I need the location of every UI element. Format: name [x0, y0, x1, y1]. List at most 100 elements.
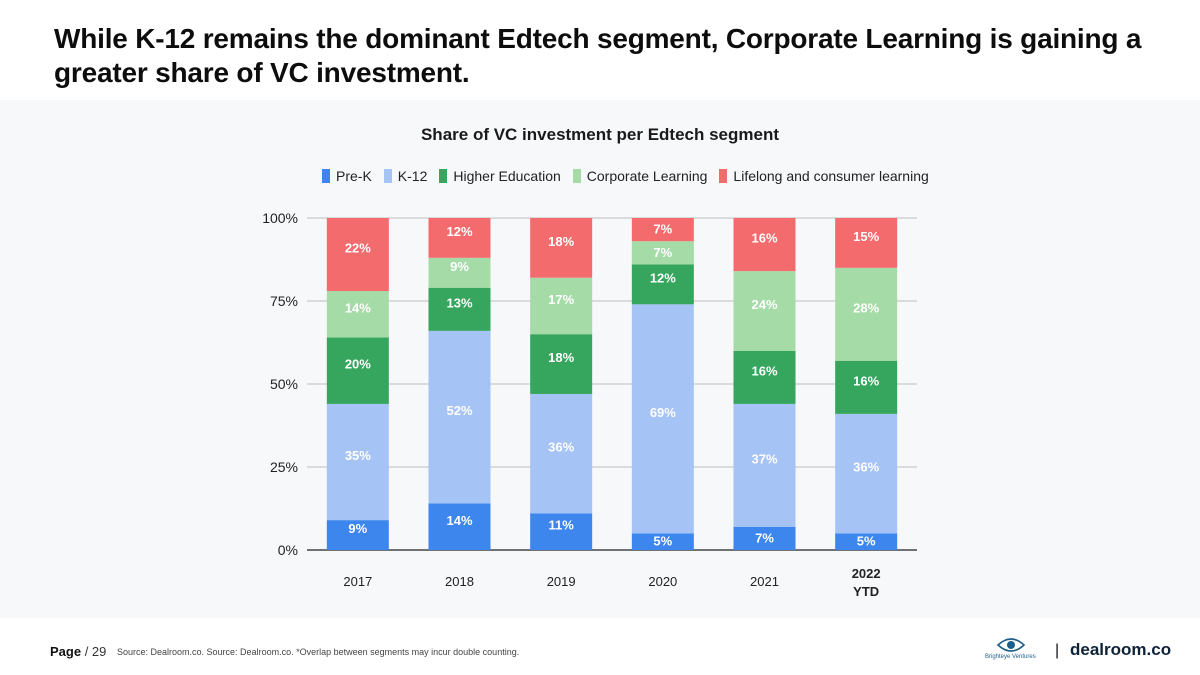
data-label: 11% — [549, 518, 575, 533]
bar-segment — [326, 291, 389, 338]
bar-segment — [631, 218, 694, 242]
bar-segment — [631, 304, 694, 534]
legend-swatch — [383, 169, 392, 183]
bar-segment — [428, 218, 491, 258]
bar-segment — [835, 360, 898, 414]
legend-label: Corporate Learning — [586, 168, 708, 184]
bar-segment — [326, 218, 389, 292]
data-label: 35% — [345, 448, 371, 463]
bar-segment — [326, 403, 389, 521]
data-label: 15% — [853, 229, 879, 244]
data-label: 5% — [857, 534, 876, 549]
data-label: 16% — [751, 363, 777, 378]
x-tick-label: YTD — [853, 584, 879, 599]
bar-segment — [631, 533, 694, 550]
dealroom-logo: dealroom.co — [1070, 640, 1172, 659]
bar-segment — [835, 413, 898, 534]
y-tick-label: 0% — [278, 542, 298, 558]
data-label: 16% — [853, 373, 879, 388]
bar-segment — [530, 277, 593, 335]
data-label: 5% — [653, 534, 672, 549]
legend-swatch — [719, 169, 728, 183]
bar-segment — [835, 533, 898, 550]
chart-title: Share of VC investment per Edtech segmen… — [420, 125, 780, 144]
data-label: 36% — [853, 460, 879, 475]
legend-swatch — [572, 169, 581, 183]
data-label: 37% — [751, 451, 777, 466]
bar-segment — [428, 257, 491, 288]
data-label: 13% — [446, 295, 472, 310]
legend-item-k-12: K-12 — [383, 168, 428, 184]
data-label: 20% — [345, 357, 371, 372]
legend-swatch — [439, 169, 448, 183]
bar-segment — [835, 218, 898, 268]
data-label: 12% — [650, 270, 676, 285]
data-label: 7% — [755, 530, 774, 545]
data-label: 18% — [548, 234, 574, 249]
x-tick-label: 2021 — [750, 574, 779, 589]
page-indicator: Page / 29 — [50, 644, 106, 659]
chart-legend: Pre-K K-12 Higher Education Corporate Le… — [322, 168, 929, 184]
bar-segment — [326, 337, 389, 404]
bar-segment — [733, 271, 796, 351]
page-number: / 29 — [84, 644, 107, 659]
x-tick-label: 2019 — [547, 574, 576, 589]
bar-segment — [733, 403, 796, 527]
bar-segment — [428, 330, 491, 504]
bar-segment — [631, 241, 694, 265]
logo-divider: | — [1055, 642, 1060, 659]
legend-item-pre-k: Pre-K — [322, 168, 372, 184]
data-label: 14% — [345, 300, 371, 315]
legend-item-lifelong-learning: Lifelong and consumer learning — [719, 168, 929, 184]
y-tick-label: 75% — [270, 293, 298, 309]
data-label: 28% — [853, 300, 879, 315]
data-label: 17% — [548, 292, 574, 307]
legend-swatch — [322, 169, 330, 183]
bar-segment — [326, 520, 389, 550]
bar-segment — [733, 350, 796, 404]
bar-segment — [733, 526, 796, 550]
page-label: Page — [50, 644, 82, 659]
y-tick-label: 25% — [270, 459, 298, 475]
data-label: 18% — [548, 350, 574, 365]
data-label: 24% — [751, 297, 777, 312]
legend-item-higher-education: Higher Education — [439, 168, 561, 184]
source-note: Source: Dealroom.co. Source: Dealroom.co… — [117, 647, 520, 657]
data-label: 12% — [446, 224, 472, 239]
bar-segment — [428, 287, 491, 331]
x-tick-label: 2022 — [852, 566, 881, 581]
data-label: 22% — [345, 241, 371, 256]
bar-segment — [631, 264, 694, 305]
bar-segment — [835, 267, 898, 361]
data-label: 16% — [751, 231, 777, 246]
bar-segment — [530, 393, 593, 514]
legend-label: Lifelong and consumer learning — [733, 168, 929, 184]
y-tick-label: 50% — [270, 376, 298, 392]
data-label: 69% — [650, 405, 676, 420]
data-label: 14% — [446, 513, 472, 528]
data-label: 7% — [653, 222, 672, 237]
chart-panel — [0, 100, 1200, 618]
data-label: 52% — [446, 403, 472, 418]
y-tick-label: 100% — [262, 210, 298, 226]
bar-segment — [530, 218, 593, 278]
data-label: 36% — [548, 440, 574, 455]
x-tick-label: 2018 — [445, 574, 474, 589]
data-label: 9% — [348, 521, 367, 536]
data-label: 7% — [653, 245, 672, 260]
bar-segment — [428, 503, 491, 550]
x-tick-label: 2020 — [648, 574, 677, 589]
data-label: 9% — [450, 259, 469, 274]
bar-segment — [733, 218, 796, 272]
legend-item-corporate-learning: Corporate Learning — [572, 168, 708, 184]
bar-segment — [530, 513, 593, 550]
x-tick-label: 2017 — [343, 574, 372, 589]
legend-label: K-12 — [397, 168, 428, 184]
eye-icon — [996, 638, 1026, 652]
partner-logo: Brighteye Ventures — [985, 654, 1036, 660]
legend-label: Higher Education — [453, 168, 561, 184]
legend-label: Pre-K — [336, 168, 372, 184]
page-title: While K-12 remains the dominant Edtech s… — [54, 23, 1142, 88]
bar-segment — [530, 334, 593, 394]
stacked-bar-chart: 0% 25% 50% 75% 100% 9% 35% 20% 14% 22% 2017 14% 52% 1… — [262, 210, 917, 599]
